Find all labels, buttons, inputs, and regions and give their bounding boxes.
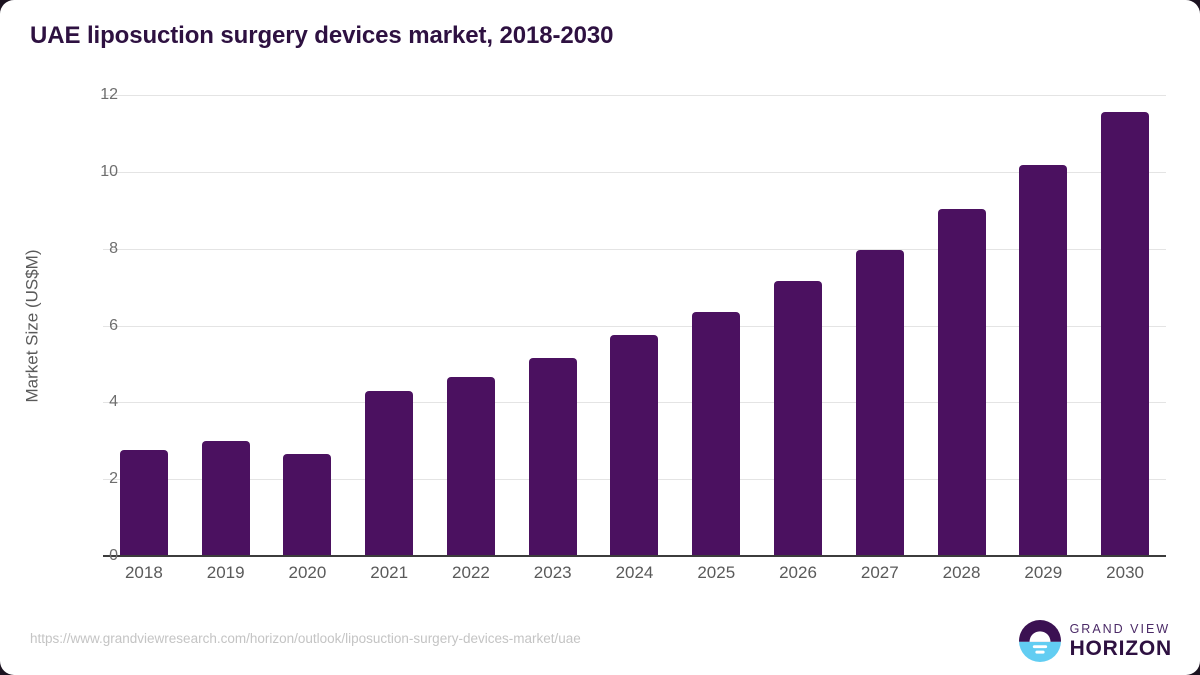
gridline: [103, 325, 1166, 327]
bar-2022[interactable]: [446, 377, 495, 556]
brand-logo[interactable]: GRAND VIEW HORIZON: [1018, 618, 1172, 664]
gridline: [103, 248, 1166, 250]
page-title: UAE liposuction surgery devices market, …: [30, 22, 614, 49]
bar-2021[interactable]: [365, 391, 414, 556]
bar-slot: [1002, 95, 1084, 556]
x-axis-ticks: 2018 2019 2020 2021 2022 2023 2024 2025 2026 2027…: [103, 563, 1166, 583]
gridline: [103, 171, 1166, 173]
x-axis-tick-label: 2028: [942, 563, 981, 582]
y-axis-tick-label: 0: [109, 547, 118, 564]
bar-2018[interactable]: [119, 449, 168, 556]
bar-2019[interactable]: [201, 441, 250, 556]
bar-2026[interactable]: [774, 281, 822, 556]
x-axis-tick-label: 2026: [779, 563, 817, 582]
y-axis-tick-label: 12: [100, 86, 118, 103]
y-axis-title: Market Size (US$M): [22, 95, 44, 556]
x-axis-tick-label: 2018: [124, 563, 163, 582]
y-axis-title-label: Market Size (US$M): [23, 248, 42, 403]
bar-2027[interactable]: [855, 250, 904, 556]
x-axis-tick-label: 2022: [452, 563, 490, 582]
source-url[interactable]: https://www.grandviewresearch.com/horizo…: [30, 631, 581, 646]
y-axis-tick-label: 10: [100, 162, 118, 180]
y-axis-tick-label: 4: [109, 393, 118, 411]
bar-slot: [103, 95, 185, 556]
y-axis-tick-label: 2: [109, 470, 118, 488]
bar-slot: [675, 95, 757, 556]
x-axis-tick-label: 2021: [370, 563, 409, 582]
x-axis-tick-label: 2023: [533, 563, 572, 582]
bar-2029[interactable]: [1019, 165, 1068, 556]
bar-2023[interactable]: [528, 357, 577, 556]
x-axis-tick-label: 2029: [1024, 563, 1063, 582]
x-axis-line: [103, 555, 1166, 557]
bar-2024[interactable]: [610, 334, 659, 556]
bar-slot: [1084, 95, 1166, 556]
bar-slot: [594, 95, 676, 556]
bar-series: [103, 95, 1166, 556]
gridline: [103, 95, 1166, 96]
logo-text-bottom: HORIZON: [1069, 637, 1172, 661]
x-axis-tick-label: 2027: [860, 563, 899, 582]
y-axis-tick-label: 8: [109, 239, 118, 257]
bar-slot: [267, 95, 349, 556]
bar-slot: [757, 95, 839, 556]
bar-slot: [921, 95, 1003, 556]
x-axis-tick-label: 2024: [615, 563, 654, 582]
bar-2025[interactable]: [692, 312, 741, 556]
logo-text: GRAND VIEW HORIZON: [1070, 623, 1172, 660]
horizon-logo-icon: [1018, 620, 1061, 662]
plot-area: [103, 95, 1166, 557]
logo-text-top: GRAND VIEW: [1069, 621, 1171, 636]
bar-slot: [185, 95, 267, 556]
bar-slot: [348, 95, 430, 556]
bar-slot: [512, 95, 594, 556]
y-axis-tick-label: 6: [109, 316, 118, 334]
bar-2020[interactable]: [283, 453, 332, 556]
x-axis-tick-label: 2030: [1106, 563, 1144, 582]
x-axis-tick-label: 2020: [288, 563, 327, 582]
bar-slot: [430, 95, 512, 556]
x-axis-tick-label: 2025: [697, 563, 736, 582]
x-axis-tick-label: 2019: [206, 563, 245, 582]
bar-2030[interactable]: [1101, 111, 1150, 556]
bar-slot: [839, 95, 921, 556]
bar-2028[interactable]: [937, 208, 986, 556]
